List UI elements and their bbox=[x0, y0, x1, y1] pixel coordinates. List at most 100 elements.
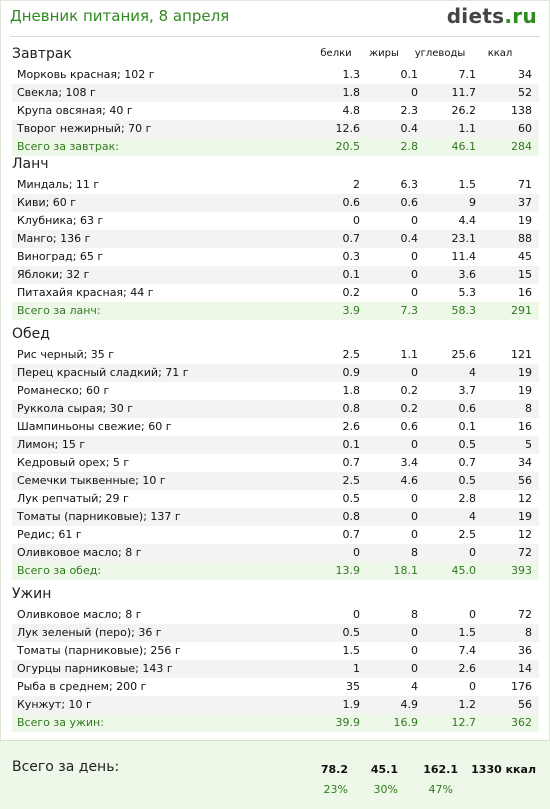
food-name: Томаты (парниковые); 256 г bbox=[17, 644, 181, 657]
column-header-kcal: ккал bbox=[487, 48, 513, 59]
nutrient-value: 2 bbox=[353, 178, 360, 191]
section-total-label: Всего за ужин: bbox=[17, 716, 104, 729]
nutrient-value: 0 bbox=[411, 286, 418, 299]
nutrient-value: 0.6 bbox=[400, 420, 419, 433]
nutrient-value: 3.6 bbox=[458, 268, 477, 281]
nutrient-value: 4.8 bbox=[342, 104, 361, 117]
nutrient-value: 0 bbox=[353, 546, 360, 559]
section-total-row: Всего за завтрак: 20.5 2.8 46.1 284 bbox=[12, 138, 539, 156]
nutrient-value: 0 bbox=[411, 626, 418, 639]
nutrient-value: 23.1 bbox=[451, 232, 477, 245]
section-total-value: 3.9 bbox=[342, 304, 361, 317]
nutrient-value: 0.8 bbox=[342, 402, 361, 415]
table-row: Романеско; 60 г 1.8 0.2 3.7 19 bbox=[12, 382, 539, 400]
nutrient-value: 4.4 bbox=[458, 214, 477, 227]
logo-main: diets bbox=[446, 4, 505, 28]
nutrient-value: 0 bbox=[411, 366, 418, 379]
day-total-label: Всего за день: bbox=[12, 759, 120, 775]
nutrient-value: 52 bbox=[518, 86, 532, 99]
section-total-value: 16.9 bbox=[393, 716, 419, 729]
nutrient-value: 34 bbox=[518, 68, 532, 81]
column-headers: белки жиры углеводы ккал bbox=[0, 48, 550, 64]
nutrient-value: 0 bbox=[411, 214, 418, 227]
nutrient-value: 121 bbox=[511, 348, 532, 361]
table-row: Клубника; 63 г 0 0 4.4 19 bbox=[12, 212, 539, 230]
nutrient-value: 45 bbox=[518, 250, 532, 263]
section-total-value: 2.8 bbox=[400, 140, 419, 153]
section-total-value: 39.9 bbox=[335, 716, 361, 729]
table-row: Томаты (парниковые); 137 г 0.8 0 4 19 bbox=[12, 508, 539, 526]
nutrient-value: 0.8 bbox=[342, 510, 361, 523]
day-total-fat: 45.1 bbox=[370, 763, 398, 776]
food-name: Клубника; 63 г bbox=[17, 214, 104, 227]
nutrient-value: 1.5 bbox=[458, 626, 477, 639]
table-row: Огурцы парниковые; 143 г 1 0 2.6 14 bbox=[12, 660, 539, 678]
nutrient-value: 1 bbox=[353, 662, 360, 675]
section-total-value: 7.3 bbox=[400, 304, 419, 317]
nutrient-value: 12 bbox=[518, 492, 532, 505]
section-total-value: 284 bbox=[511, 140, 532, 153]
section-title-dinner: Обед bbox=[12, 326, 50, 342]
nutrient-value: 34 bbox=[518, 456, 532, 469]
nutrient-value: 176 bbox=[511, 680, 532, 693]
nutrient-value: 8 bbox=[525, 402, 532, 415]
nutrient-value: 19 bbox=[518, 366, 532, 379]
food-name: Творог нежирный; 70 г bbox=[17, 122, 152, 135]
nutrient-value: 0.7 bbox=[342, 456, 361, 469]
nutrient-value: 0.5 bbox=[458, 474, 477, 487]
food-name: Свекла; 108 г bbox=[17, 86, 96, 99]
food-name: Оливковое масло; 8 г bbox=[17, 546, 142, 559]
food-name: Огурцы парниковые; 143 г bbox=[17, 662, 173, 675]
site-logo[interactable]: diets.ru bbox=[447, 4, 537, 28]
nutrient-value: 72 bbox=[518, 608, 532, 621]
nutrient-value: 0.2 bbox=[342, 286, 361, 299]
nutrient-value: 0.2 bbox=[400, 402, 419, 415]
nutrient-value: 0 bbox=[411, 492, 418, 505]
nutrient-value: 11.7 bbox=[451, 86, 477, 99]
nutrient-value: 0 bbox=[411, 510, 418, 523]
table-row: Манго; 136 г 0.7 0.4 23.1 88 bbox=[12, 230, 539, 248]
food-name: Киви; 60 г bbox=[17, 196, 77, 209]
nutrient-value: 0 bbox=[411, 250, 418, 263]
food-name: Виноград; 65 г bbox=[17, 250, 104, 263]
table-row: Кедровый орех; 5 г 0.7 3.4 0.7 34 bbox=[12, 454, 539, 472]
food-name: Яблоки; 32 г bbox=[17, 268, 90, 281]
nutrient-value: 0.1 bbox=[458, 420, 477, 433]
header-divider bbox=[10, 36, 540, 37]
nutrient-value: 1.8 bbox=[342, 86, 361, 99]
food-name: Питахайя красная; 44 г bbox=[17, 286, 154, 299]
day-total-kcal: 1330 ккал bbox=[471, 763, 536, 776]
nutrient-value: 0.4 bbox=[400, 232, 419, 245]
nutrient-value: 60 bbox=[518, 122, 532, 135]
nutrient-value: 2.5 bbox=[342, 348, 361, 361]
nutrient-value: 2.8 bbox=[458, 492, 477, 505]
nutrient-value: 19 bbox=[518, 384, 532, 397]
logo-tld: .ru bbox=[504, 4, 537, 28]
nutrient-value: 1.2 bbox=[458, 698, 477, 711]
section-total-row: Всего за ланч: 3.9 7.3 58.3 291 bbox=[12, 302, 539, 320]
food-name: Кедровый орех; 5 г bbox=[17, 456, 130, 469]
food-name: Перец красный сладкий; 71 г bbox=[17, 366, 189, 379]
nutrient-value: 5.3 bbox=[458, 286, 477, 299]
nutrient-value: 35 bbox=[346, 680, 360, 693]
nutrient-value: 0 bbox=[411, 644, 418, 657]
table-row: Перец красный сладкий; 71 г 0.9 0 4 19 bbox=[12, 364, 539, 382]
section-total-value: 46.1 bbox=[451, 140, 477, 153]
nutrient-value: 37 bbox=[518, 196, 532, 209]
nutrient-value: 0.1 bbox=[342, 438, 361, 451]
food-name: Лимон; 15 г bbox=[17, 438, 86, 451]
nutrient-value: 88 bbox=[518, 232, 532, 245]
table-row: Томаты (парниковые); 256 г 1.5 0 7.4 36 bbox=[12, 642, 539, 660]
nutrient-value: 138 bbox=[511, 104, 532, 117]
nutrient-value: 3.7 bbox=[458, 384, 477, 397]
section-total-label: Всего за завтрак: bbox=[17, 140, 120, 153]
nutrient-value: 4 bbox=[469, 366, 476, 379]
nutrient-value: 0.2 bbox=[400, 384, 419, 397]
nutrient-value: 11.4 bbox=[451, 250, 477, 263]
food-name: Лук репчатый; 29 г bbox=[17, 492, 129, 505]
nutrient-value: 0.5 bbox=[342, 626, 361, 639]
nutrient-value: 14 bbox=[518, 662, 532, 675]
nutrient-value: 0.5 bbox=[342, 492, 361, 505]
nutrient-value: 0.6 bbox=[400, 196, 419, 209]
day-total-box: Всего за день: 78.2 45.1 162.1 1330 ккал… bbox=[0, 740, 550, 809]
